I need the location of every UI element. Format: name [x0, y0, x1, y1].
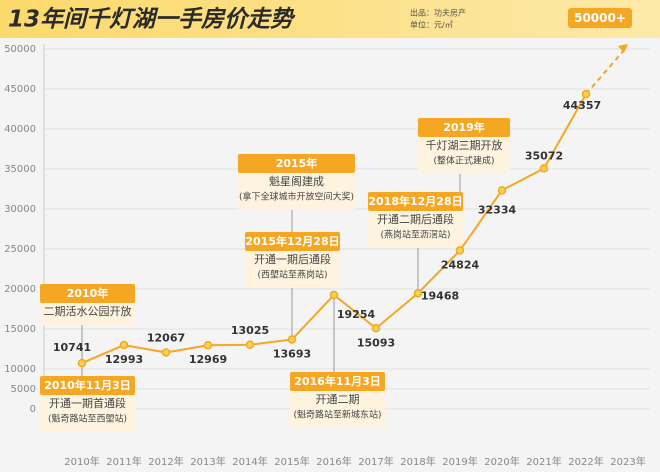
x-tick-label: 2021年	[526, 455, 561, 468]
x-tick-label: 2014年	[232, 455, 267, 468]
x-tick-label: 2018年	[400, 455, 435, 468]
unit-note: 单位：元/㎡	[410, 20, 453, 30]
value-label: 10741	[53, 341, 91, 354]
point	[581, 89, 591, 99]
y-tick-label: 20000	[4, 284, 36, 295]
value-label: 13025	[231, 324, 269, 337]
annotation-line: (魁奇路站至西塱站)	[48, 413, 127, 425]
point	[455, 246, 465, 255]
annotation-line: (拿下全球城市开放空间大奖)	[239, 191, 354, 203]
annotation-header	[40, 284, 135, 303]
y-tick-label: 40000	[4, 124, 36, 135]
annotation-title: 2018年12月28日	[368, 194, 462, 208]
annotation-title: 2010年	[67, 286, 109, 300]
x-tick-label: 2019年	[442, 455, 477, 468]
point	[497, 186, 507, 195]
annotation-header	[368, 192, 463, 211]
value-label: 12969	[189, 353, 227, 366]
value-label: 19468	[421, 289, 459, 302]
x-tick-label: 2017年	[358, 455, 393, 468]
annotation-title: 2015年12月28日	[245, 234, 339, 248]
annotation-line: (西塱站至燕岗站)	[257, 269, 327, 281]
x-tick-label: 2010年	[64, 455, 99, 468]
annotation-line: 开通二期	[316, 393, 360, 406]
annotation-line: 开通一期首通段	[49, 396, 126, 410]
arrow-head	[618, 44, 628, 53]
annotation-title: 2010年11月3日	[44, 378, 131, 392]
title-band	[0, 0, 660, 38]
annotation-header	[245, 232, 340, 251]
y-tick-label: 35000	[4, 164, 36, 175]
annotation-line: 开通一期后通段	[254, 252, 331, 266]
annotation-line: 千灯湖三期开放	[426, 138, 503, 152]
x-tick-label: 2013年	[190, 455, 225, 468]
annotation-title: 2019年	[443, 120, 485, 134]
annotation-header	[418, 118, 510, 137]
value-label: 32334	[478, 203, 517, 216]
point	[371, 324, 381, 333]
point	[245, 340, 255, 350]
projection-arrow	[585, 48, 626, 95]
annotation-line: (魁奇路站至新城东站)	[293, 409, 381, 421]
y-tick-label: 0	[30, 404, 36, 415]
point	[413, 289, 423, 298]
chart-title: 13年间千灯湖一手房价走势	[8, 7, 296, 33]
annotation-header	[238, 154, 355, 173]
value-label: 15093	[357, 336, 395, 349]
y-tick-label: 50000	[4, 44, 36, 55]
y-tick-label: 30000	[4, 204, 36, 215]
value-label: 13693	[273, 347, 311, 360]
source: 出品：功夫房产	[410, 8, 466, 18]
y-tick-label: 10000	[4, 364, 36, 375]
value-label: 12067	[147, 331, 185, 344]
value-label: 44357	[563, 99, 601, 112]
annotation-header	[290, 372, 385, 391]
value-label: 12993	[105, 353, 143, 366]
point	[329, 290, 339, 300]
point	[287, 335, 297, 344]
y-tick-label: 5000	[11, 384, 36, 395]
annotation-line: (整体正式建成)	[433, 155, 494, 167]
x-tick-label: 2022年	[568, 455, 603, 468]
annotation-header	[40, 376, 135, 395]
x-tick-label: 2011年	[106, 455, 141, 468]
value-label: 19254	[337, 308, 376, 321]
y-tick-label: 45000	[4, 84, 36, 95]
annotation-title: 2016年11月3日	[294, 374, 381, 388]
annotation-title: 2015年	[276, 156, 318, 170]
point	[161, 348, 171, 357]
point	[539, 164, 549, 173]
x-tick-label: 2023年	[610, 455, 645, 468]
projection-label: 50000+	[574, 11, 626, 25]
x-tick-label: 2012年	[148, 455, 183, 468]
point	[119, 340, 129, 350]
annotation-line: 开通二期后通段	[377, 212, 454, 226]
x-tick-label: 2020年	[484, 455, 519, 468]
x-tick-label: 2015年	[274, 455, 309, 468]
point	[203, 340, 213, 350]
value-label: 24824	[441, 258, 480, 271]
point	[77, 358, 87, 368]
y-tick-label: 15000	[4, 324, 36, 335]
value-label: 35072	[525, 149, 563, 162]
x-tick-label: 2016年	[316, 455, 351, 468]
annotation-line: 魁星阁建成	[269, 174, 324, 188]
y-tick-label: 25000	[4, 244, 36, 255]
projection-badge	[568, 8, 632, 28]
annotation-line: 二期活水公园开放	[44, 304, 132, 318]
annotation-line: (燕岗站至沥滘站)	[380, 229, 450, 241]
